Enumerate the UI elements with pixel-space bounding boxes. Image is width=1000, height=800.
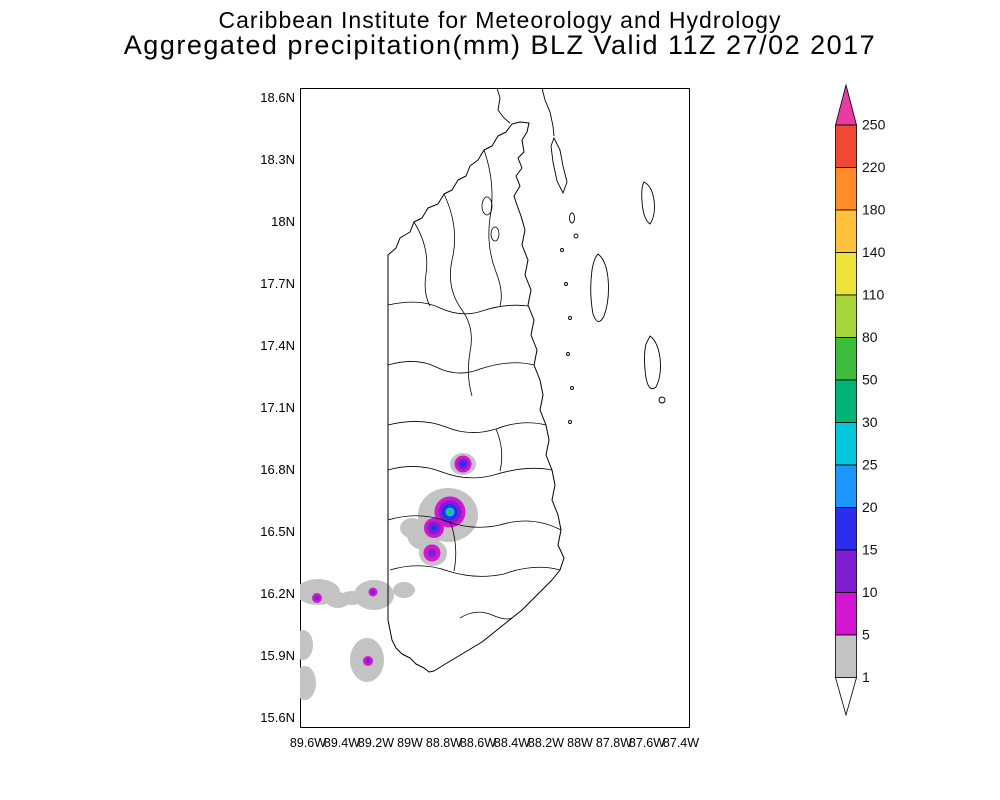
- colorbar-segment: [835, 464, 857, 508]
- lon-tick-label: 89.6W: [289, 736, 327, 750]
- internal-boundaries: [387, 149, 562, 620]
- lon-tick-label: 87.4W: [662, 736, 700, 750]
- lat-tick-label: 18.3N: [260, 152, 295, 167]
- page-title: Caribbean Institute for Meteorology and …: [218, 7, 782, 33]
- colorbar-level-label: 20: [862, 499, 878, 515]
- colorbar-segment: [835, 209, 857, 253]
- colorbar-level-label: 30: [862, 414, 878, 430]
- belize-border: [387, 121, 565, 673]
- lat-tick-label: 16.8N: [260, 462, 295, 477]
- lat-tick-label: 17.4N: [260, 338, 295, 353]
- mexico-coastline: [496, 88, 555, 137]
- colorbar-segment: [835, 379, 857, 423]
- colorbar-segment: [835, 252, 857, 296]
- lon-tick-label: 88W: [567, 736, 593, 750]
- lagoons: [481, 196, 500, 242]
- colorbar-top-arrow: [835, 84, 858, 126]
- colorbar-segment: [835, 592, 857, 636]
- lon-tick-label: 89.4W: [323, 736, 361, 750]
- lon-tick-label: 87.6W: [628, 736, 666, 750]
- colorbar-level-label: 50: [862, 372, 878, 388]
- colorbar-segment: [835, 422, 857, 466]
- colorbar-level-label: 25: [862, 457, 878, 473]
- lat-tick-label: 15.9N: [260, 648, 295, 663]
- lon-tick-label: 88.8W: [425, 736, 463, 750]
- colorbar-segment: [835, 294, 857, 338]
- colorbar-level-label: 180: [862, 202, 886, 218]
- colorbar-level-label: 5: [862, 627, 870, 643]
- colorbar-segment: [835, 124, 857, 168]
- colorbar-segment: [835, 507, 857, 551]
- precip-core-southwest: [312, 587, 378, 666]
- lat-tick-label: 18.6N: [260, 90, 295, 105]
- lat-tick-label: 15.6N: [260, 710, 295, 725]
- precip-core-north: [454, 455, 472, 473]
- lat-tick-label: 16.5N: [260, 524, 295, 539]
- lat-tick-label: 17.1N: [260, 400, 295, 415]
- lon-tick-label: 89.2W: [357, 736, 395, 750]
- plot-subtitle: Aggregated precipitation(mm) BLZ Valid 1…: [123, 30, 877, 60]
- precip-shading-layer: [300, 453, 478, 700]
- colorbar: 250 220 180 140 110 80 50 30 25 20 15 10…: [835, 84, 886, 716]
- colorbar-level-label: 10: [862, 584, 878, 600]
- map-plot-frame: [300, 88, 690, 728]
- lon-tick-label: 89W: [397, 736, 423, 750]
- lon-tick-label: 88.2W: [527, 736, 565, 750]
- lat-tick-label: 17.7N: [260, 276, 295, 291]
- colorbar-level-label: 80: [862, 329, 878, 345]
- colorbar-level-label: 1: [862, 669, 870, 685]
- lat-tick-label: 18N: [271, 214, 295, 229]
- colorbar-segment: [835, 549, 857, 593]
- colorbar-level-label: 110: [862, 287, 885, 303]
- belize-map: [300, 88, 666, 700]
- lon-tick-label: 88.6W: [459, 736, 497, 750]
- colorbar-level-label: 140: [862, 244, 886, 260]
- colorbar-segment: [835, 634, 857, 678]
- lat-tick-label: 16.2N: [260, 586, 295, 601]
- islands: [550, 136, 666, 424]
- colorbar-level-label: 250: [862, 117, 886, 133]
- colorbar-bottom-arrow: [835, 677, 858, 716]
- colorbar-level-label: 15: [862, 542, 878, 558]
- colorbar-segment: [835, 167, 857, 211]
- colorbar-segment: [835, 337, 857, 381]
- lon-tick-label: 87.8W: [595, 736, 633, 750]
- lon-tick-label: 88.4W: [493, 736, 531, 750]
- colorbar-level-label: 220: [862, 159, 886, 175]
